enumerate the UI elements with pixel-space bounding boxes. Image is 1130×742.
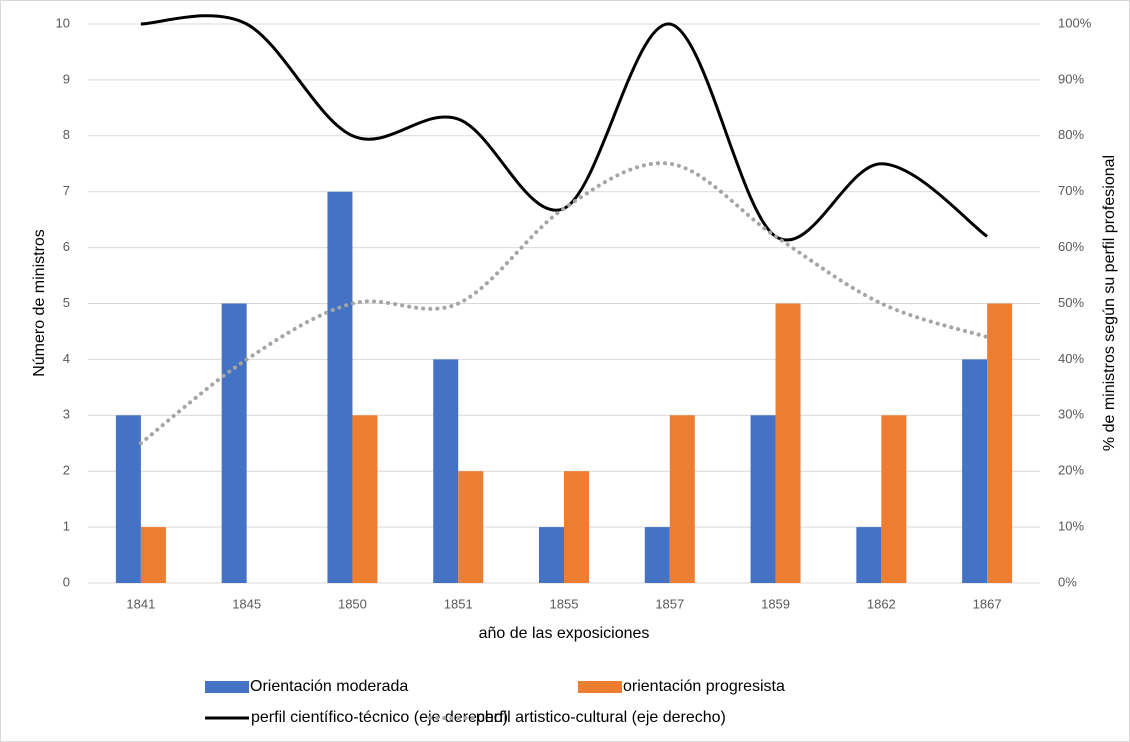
bar	[327, 191, 353, 583]
x-tick-label: 1862	[867, 596, 896, 611]
bar	[564, 471, 589, 583]
x-tick-label: 1850	[338, 596, 367, 611]
y2-tick-label: 50%	[1058, 295, 1084, 310]
bar	[775, 303, 801, 583]
y-tick-label: 8	[63, 127, 70, 142]
y-axis-title: Número de ministros	[31, 229, 48, 377]
y2-tick-label: 10%	[1058, 519, 1084, 534]
y-tick-label: 10	[56, 15, 70, 30]
y-tick-label: 9	[63, 71, 70, 86]
bar	[458, 471, 484, 583]
legend-label: orientación progresista	[623, 678, 785, 695]
y2-tick-label: 30%	[1058, 407, 1084, 422]
y2-tick-label: 60%	[1058, 239, 1084, 254]
x-tick-label: 1859	[761, 596, 790, 611]
bar	[644, 527, 670, 583]
bar	[140, 527, 166, 583]
bar	[352, 415, 378, 583]
x-tick-label: 1867	[973, 596, 1002, 611]
y-tick-label: 3	[63, 407, 70, 422]
x-tick-label: 1851	[444, 596, 473, 611]
legend-swatch	[205, 681, 249, 693]
bar	[669, 415, 695, 583]
legend-label: perfil científico-técnico (eje derecho)	[251, 709, 508, 726]
x-tick-label: 1845	[232, 596, 261, 611]
bar	[115, 415, 141, 583]
bar	[856, 527, 882, 583]
x-tick-label: 1841	[126, 596, 155, 611]
y2-tick-label: 40%	[1058, 351, 1084, 366]
y2-tick-label: 0%	[1058, 574, 1077, 589]
y-tick-label: 0	[63, 574, 70, 589]
legend-label: Orientación moderada	[250, 678, 408, 695]
bar	[987, 303, 1013, 583]
bar	[539, 527, 564, 583]
y2-axis-title: % de ministros según su perfil profesion…	[1101, 155, 1118, 451]
line	[140, 14, 988, 242]
y-tick-label: 1	[63, 519, 70, 534]
y-tick-label: 4	[63, 351, 70, 366]
y2-tick-label: 70%	[1058, 183, 1084, 198]
y2-tick-label: 80%	[1058, 127, 1084, 142]
bar	[433, 359, 459, 583]
bar	[881, 415, 907, 583]
y-tick-label: 6	[63, 239, 70, 254]
x-axis-title: año de las exposiciones	[479, 625, 650, 642]
y2-tick-label: 100%	[1058, 15, 1092, 30]
bar	[221, 303, 247, 583]
y-tick-label: 2	[63, 463, 70, 478]
line	[138, 161, 990, 446]
legend-label: perfil artistico-cultural (eje derecho)	[476, 709, 726, 726]
y2-tick-label: 90%	[1058, 71, 1084, 86]
x-tick-label: 1855	[550, 596, 579, 611]
y-tick-label: 5	[63, 295, 70, 310]
bar	[750, 415, 776, 583]
x-tick-label: 1857	[655, 596, 684, 611]
y2-tick-label: 20%	[1058, 463, 1084, 478]
bar	[962, 359, 988, 583]
legend-swatch	[578, 681, 622, 693]
y-tick-label: 7	[63, 183, 70, 198]
